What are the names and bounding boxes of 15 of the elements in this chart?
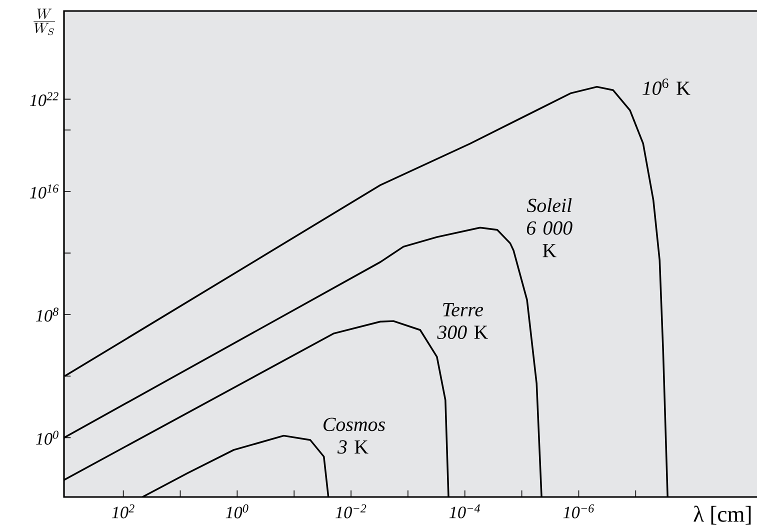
series-label: Terre 300 K [437,303,488,339]
x-axis-title: λ [cm] [694,506,751,525]
x-tick-label: 10$^{0}$ [226,504,248,518]
x-tick-label: 10$^{2}$ [112,504,134,518]
y-tick-label: 10$^{0}$ [36,430,58,445]
y-tick-label: 10$^{16}$ [30,184,59,198]
x-tick-label: 10$^{−2}$ [336,504,366,518]
series-label: Soleil 6 000 K [526,198,572,258]
series-label: 10$^{6}$ K [642,78,690,95]
x-tick-label: 10$^{−6}$ [563,504,594,518]
x-tick-label: 10$^{−4}$ [449,504,480,518]
y-tick-label: 10$^{8}$ [36,308,58,322]
series-label: Cosmos 3 K [324,418,385,454]
y-tick-label: 10$^{22}$ [30,92,58,106]
y-axis-title: $\frac{W}{W_{S}}$ [34,8,56,36]
